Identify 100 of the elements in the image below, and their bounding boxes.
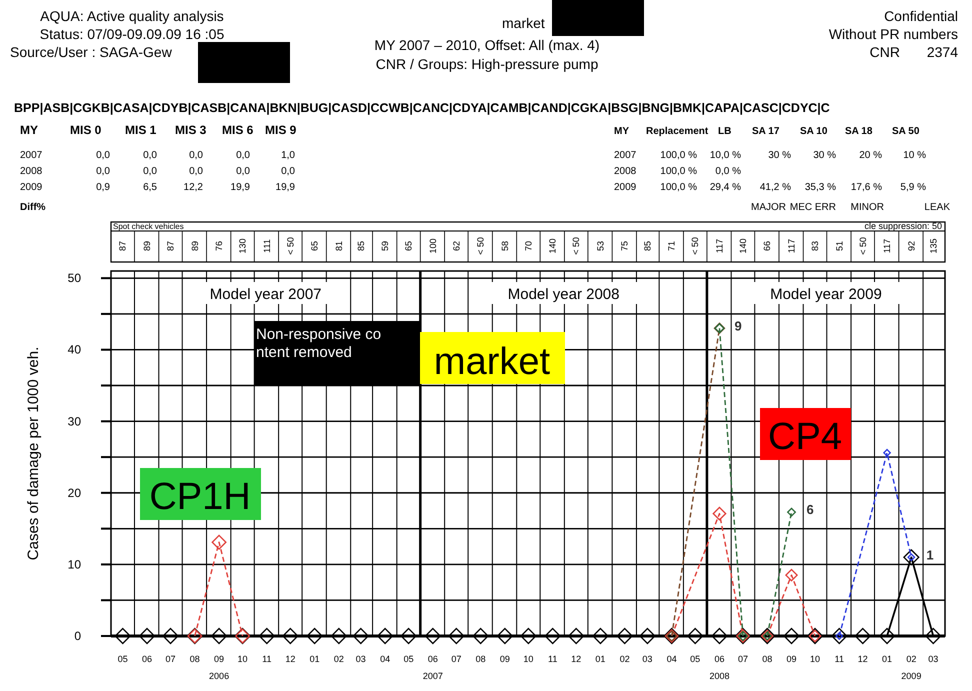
x2-tick-label: 87 [166, 240, 176, 252]
point [616, 628, 633, 644]
x-tick-label: 09 [500, 654, 510, 664]
x-tick-label: 02 2009 [901, 654, 922, 681]
point [883, 448, 891, 457]
x2-tick-label: 135 [928, 238, 938, 254]
x-tick-label: 11 [262, 654, 272, 664]
point [282, 628, 298, 644]
x2-tick-label: 140 [548, 238, 558, 254]
text: 2007 0,0 0,0 0,0 0,0 1,0 [20, 150, 295, 161]
x2-tick-label: 117 [882, 238, 892, 254]
point [306, 628, 323, 644]
x2-tick-label: 81 [334, 240, 344, 252]
point [711, 628, 728, 644]
x-tick-label: 12 [571, 654, 582, 664]
point [687, 628, 704, 644]
annotation: CP4 [768, 416, 842, 458]
x2-tick-label: 89 [142, 240, 152, 252]
x2-tick-label: 71 [666, 240, 677, 252]
text: AQUA: Active quality analysis [40, 8, 224, 24]
point [330, 628, 347, 644]
point [879, 628, 896, 644]
x-tick-label: 10 [810, 654, 820, 664]
x2-tick-label: 85 [642, 240, 652, 252]
text: BPP|ASB|CGKB|CASA|CDYB|CASB|CANA|BKN|BUG|CASD|CCWB|CANC|CDYA|CAMB|CAND|CGKA|BSG|BNG|BMK|CAPA|CASC|CDYC|C [14, 101, 830, 115]
y-tick-label: 50 [68, 271, 82, 286]
x2-axis-title: Spot check vehicles [113, 222, 184, 231]
point [448, 628, 464, 644]
point [352, 628, 369, 644]
x2-tick-label: 83 [810, 240, 820, 252]
x-tick-label: 08 [476, 654, 486, 664]
x-tick-label: 07 [738, 654, 748, 664]
x2-tick-label: 111 [262, 239, 272, 253]
x-tick-label: 12 [285, 654, 296, 664]
x-tick-label: 03 [356, 654, 366, 664]
x-tick-label: 03 [642, 654, 652, 664]
x2-tick-label: < 50 [690, 237, 700, 255]
x2-tick-label: 85 [356, 240, 366, 252]
x-tick-label: 06 2008 [709, 654, 730, 681]
x2-tick-label: 76 [214, 240, 224, 252]
point [783, 628, 800, 644]
x-tick-label: 02 [620, 654, 630, 664]
x-tick-label: 09 [786, 654, 797, 664]
x2-tick-label: 66 [762, 240, 772, 252]
x-tick-label: 09 2006 [209, 654, 230, 681]
text: MY 2007 – 2010, Offset: All (max. 4) [374, 37, 600, 53]
x-tick-label: 10 [523, 654, 534, 664]
text: 2009 0,9 6,5 12,2 19,9 19,9 [20, 182, 295, 193]
text: 2007 100,0 % 10,0 % 30 % 30 % 20 % 10 % [614, 150, 926, 161]
text: CNR / Groups: High-pressure pump [376, 56, 598, 72]
x-tick-label: 10 [238, 654, 248, 664]
x2-tick-label: 65 [310, 240, 320, 252]
point [785, 568, 798, 582]
x2-tick-label: < 50 [476, 237, 486, 255]
text: MY Replacement LB SA 17 SA 10 SA 18 SA 50 [614, 126, 920, 137]
point [258, 628, 275, 644]
annotation: Non-responsive co ntent removed [256, 326, 382, 361]
point [592, 628, 608, 644]
y-axis-title: Cases of damage per 1000 veh. [25, 346, 42, 560]
annotation: Model year 2008 [508, 286, 620, 303]
x2-tick-label: 130 [238, 238, 248, 254]
point [377, 628, 394, 644]
x-tick-label: 01 [310, 654, 320, 664]
point [854, 628, 871, 644]
point [472, 628, 489, 644]
x-tick-label: 02 [334, 654, 344, 664]
x2-tick-label: 51 [834, 240, 844, 252]
x2-tick-label: 59 [380, 240, 390, 252]
text: Status: 07/09-09.09.09 16 :05 [40, 26, 224, 42]
text: Without PR numbers [828, 26, 958, 42]
point [496, 628, 513, 644]
point [831, 628, 848, 644]
x-tick-label: 03 [928, 654, 938, 664]
annotation: 6 [806, 502, 814, 518]
x-tick-label: 04 [380, 654, 390, 664]
x2-tick-label: 53 [595, 240, 606, 252]
x-tick-label: 04 [666, 654, 677, 664]
point [568, 628, 584, 644]
annotation: CP1H [149, 476, 251, 518]
x2-tick-label: 58 [500, 240, 510, 252]
text: market [502, 15, 545, 31]
point [903, 549, 920, 566]
x-tick-label: 08 [762, 654, 772, 664]
x-tick-label: 06 2007 [422, 654, 443, 681]
text: MAJOR MEC ERR MINOR LEAK [751, 202, 950, 213]
point [520, 628, 536, 644]
y-tick-label: 10 [68, 557, 82, 572]
text: 2008 0,0 0,0 0,0 0,0 0,0 [20, 166, 295, 177]
x-tick-label: 12 [858, 654, 868, 664]
x2-tick-label: 100 [428, 238, 438, 254]
text: 2009 100,0 % 29,4 % 41,2 % 35,3 % 17,6 % 5,9 % [614, 182, 926, 193]
source-note: Source/User : SAGA-Gew [10, 44, 173, 60]
x-tick-label: 05 [118, 654, 128, 664]
x-tick-label: 01 [595, 654, 606, 664]
annotation: Model year 2007 [210, 286, 322, 303]
y-tick-label: 40 [68, 342, 82, 357]
x-tick-label: 07 [451, 654, 462, 664]
x2-tick-label: 65 [404, 240, 414, 252]
x-tick-label: 06 [142, 654, 152, 664]
x-tick-label: 07 [166, 654, 176, 664]
